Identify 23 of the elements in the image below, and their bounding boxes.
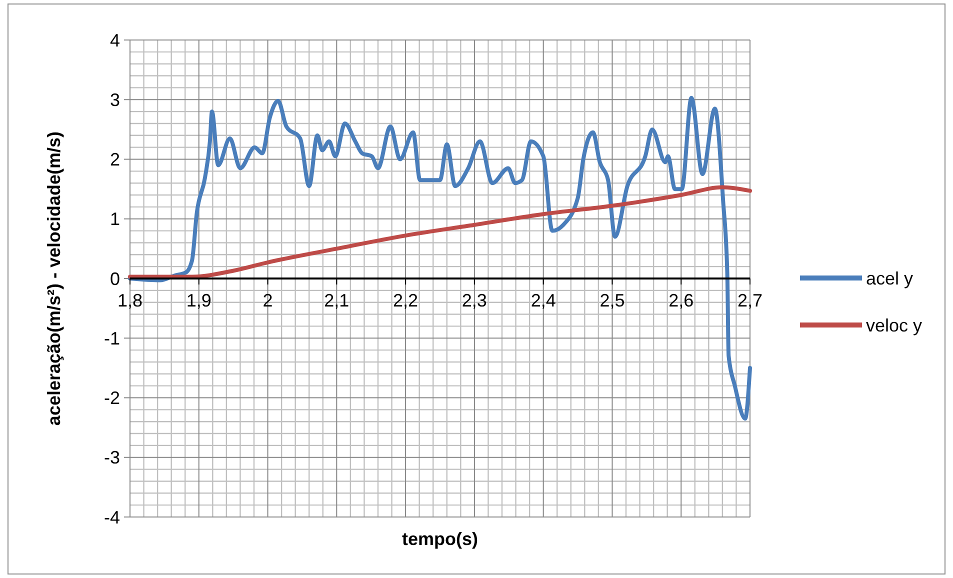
x-tick-label: 2,2 [393,290,418,310]
x-tick-label: 1,9 [186,290,212,310]
x-tick-label: 2,5 [600,290,625,310]
x-tick-label: 2 [262,290,273,310]
x-axis-title: tempo(s) [402,529,478,549]
legend-label: acel y [866,268,914,288]
y-tick-label: -4 [104,507,120,528]
y-tick-label: 3 [110,90,120,110]
y-axis-title: aceleração(m/s²) - velocidade(m/s) [44,131,64,426]
y-tick-label: 0 [110,268,120,289]
x-tick-label: 2,4 [530,290,556,310]
y-tick-label: -1 [104,328,120,348]
x-tick-label: 2,1 [324,290,350,310]
y-tick-label: 2 [110,150,120,170]
y-tick-label: -2 [104,388,120,408]
y-tick-label: 4 [110,30,120,50]
y-tick-label: -3 [104,448,120,468]
y-tick-label: 1 [110,209,120,230]
legend-label: veloc y [866,315,922,336]
x-tick-label: 2,6 [668,290,694,310]
x-tick-label: 1,8 [117,290,143,310]
x-tick-label: 2,3 [462,290,487,310]
x-tick-label: 2,7 [737,290,763,310]
